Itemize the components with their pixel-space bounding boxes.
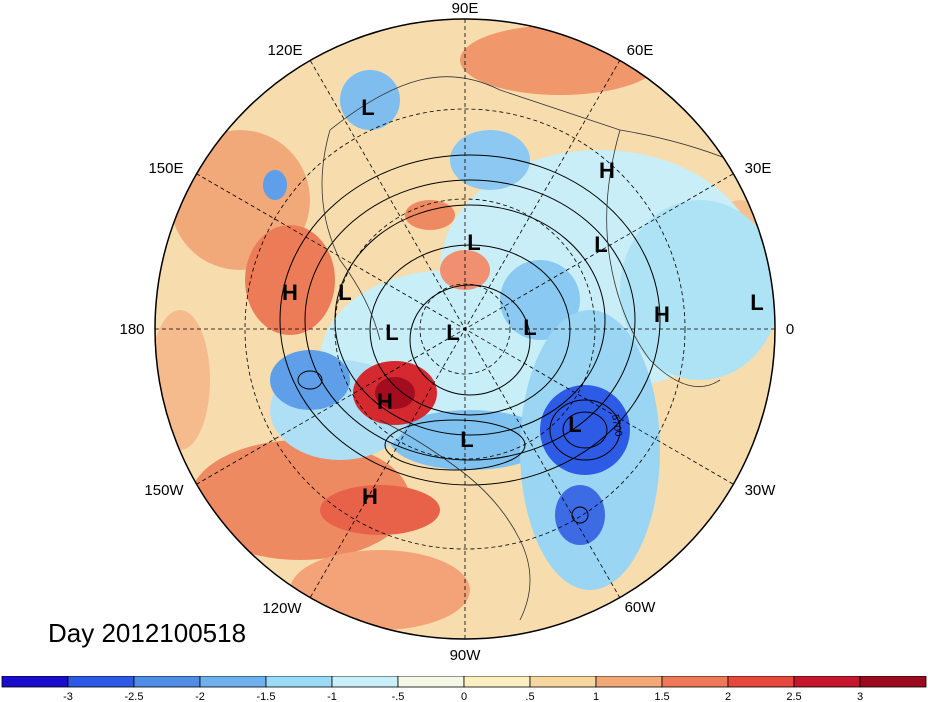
lon-label-0: 0 [786,321,794,338]
pressure-center-low: L [594,232,607,257]
lon-label-30w: 30W [745,482,777,499]
pressure-center-high: H [654,302,670,327]
pressure-center-low: L [568,412,581,437]
lon-label-150e: 150E [148,160,183,177]
colorbar-box [1,676,69,688]
anomaly-cool [263,170,287,200]
coastlines [321,76,731,621]
pressure-center-low: L [385,320,398,345]
colorbar-box [133,676,201,688]
meridian [309,59,621,599]
coastline [606,129,721,387]
contour-line [549,399,621,461]
pressure-center-low: L [460,427,473,452]
colorbar-tick-label: -3 [63,691,73,702]
latitude-circle [419,283,511,375]
colorbar-box [661,676,729,688]
contour-line [562,411,608,449]
anomaly-cool [500,260,580,340]
contour-line [334,204,606,436]
contour-value-label: 5700 [609,414,624,438]
colorbar-tick-label: 3 [857,691,863,702]
anomaly-cool [555,485,605,545]
colorbar-box [397,676,465,688]
map-boundary [154,18,776,640]
lon-label-90e: 90E [452,0,479,17]
colorbar-box [199,676,267,688]
colorbar-tick-label: -1 [327,691,337,702]
latitude-circle [334,198,596,460]
colorbar-boxes [1,676,927,688]
anomaly-warm [245,225,335,335]
anomaly-field [155,19,775,639]
anomaly-cool [620,200,775,380]
anomaly-warm [290,550,470,630]
contour-line [571,506,589,524]
anomaly-warm [460,25,660,95]
pressure-center-low: L [446,320,459,345]
anomaly-strong-warm [375,377,415,409]
latitude-circle [244,108,686,550]
colorbar: -3 -2.5 -2 -1.5 -1 -.5 0 .5 1 1.5 2 2.5 3 [1,676,927,702]
colorbar-box [67,676,135,688]
contour-line [409,284,531,396]
date-title: Day 2012100518 [48,618,247,648]
colorbar-tick-label: 1.5 [654,691,669,702]
pressure-center-low: L [523,315,536,340]
pressure-center-low: L [338,280,351,305]
geopotential-contours [279,154,661,524]
colorbar-box [793,676,861,688]
contour-line [304,179,636,461]
pressure-center-high: H [377,389,393,414]
lon-label-60e: 60E [627,42,654,59]
lon-label-60w: 60W [625,599,657,616]
colorbar-ticks: -3 -2.5 -2 -1.5 -1 -.5 0 .5 1 1.5 2 2.5 3 [63,691,863,702]
anomaly-warm [320,485,440,535]
anomaly-cool [340,70,400,130]
colorbar-tick-label: -2.5 [125,691,144,702]
pressure-center-low: L [750,290,763,315]
pressure-center-low: L [467,230,480,255]
colorbar-tick-label: 0 [461,691,467,702]
anomaly-cool [390,410,550,470]
colorbar-box [463,676,531,688]
colorbar-box [727,676,795,688]
lon-label-90w: 90W [450,647,482,664]
colorbar-tick-label: -1.5 [257,691,276,702]
colorbar-tick-label: .5 [525,691,534,702]
lon-label-180: 180 [119,321,144,338]
colorbar-tick-label: 1 [593,691,599,702]
contour-line [279,154,661,486]
lon-label-30e: 30E [745,160,772,177]
contour-line [369,244,571,416]
colorbar-tick-label: 2 [725,691,731,702]
lon-label-150w: 150W [144,482,184,499]
lon-label-120e: 120E [267,42,302,59]
colorbar-box [265,676,333,688]
colorbar-box [529,676,597,688]
colorbar-tick-label: -.5 [392,691,405,702]
contour-line [384,419,526,471]
contour-line [297,370,323,390]
coastline [329,76,731,161]
anomaly-warm [405,200,455,230]
pressure-center-high: H [282,280,298,305]
colorbar-box [595,676,663,688]
coastline [379,419,531,621]
pressure-center-low: L [361,95,374,120]
colorbar-tick-label: 2.5 [786,691,801,702]
graticule [155,19,775,639]
anomaly-cool [450,130,530,190]
pressure-center-high: H [599,158,615,183]
colorbar-box [331,676,399,688]
anomaly-warm [440,250,490,290]
colorbar-box [859,676,927,688]
anomaly-cool [270,350,350,410]
lon-label-120w: 120W [262,600,302,617]
pressure-center-high: H [362,484,378,509]
colorbar-tick-label: -2 [195,691,205,702]
coastline [321,129,381,341]
